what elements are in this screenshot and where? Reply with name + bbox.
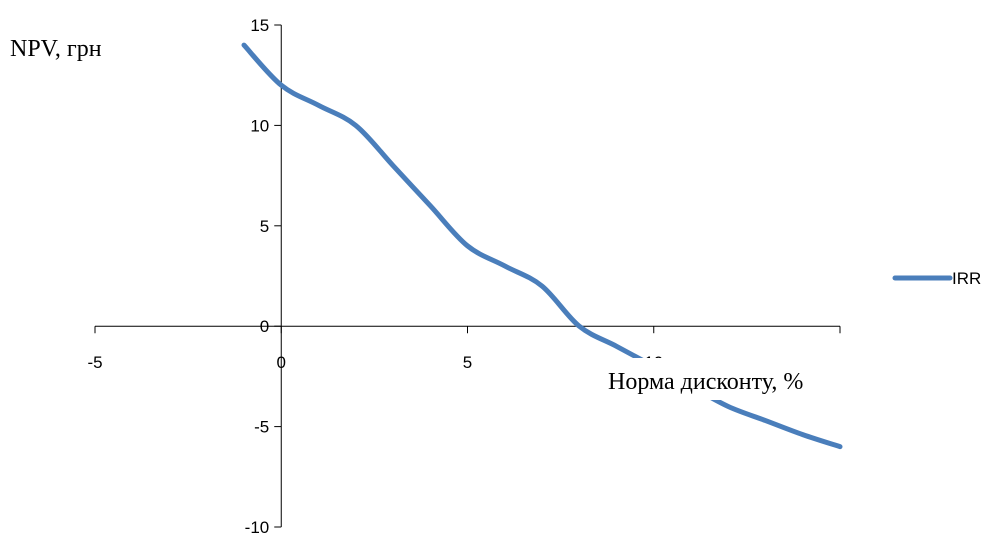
- x-axis-title-background: [586, 358, 886, 400]
- series-line-irr: [241, 42, 843, 450]
- y-axis-title: NPV, грн: [10, 36, 102, 62]
- x-tick-label: 5: [463, 353, 472, 372]
- y-tick-label: 15: [250, 16, 269, 35]
- y-tick-label: 10: [250, 116, 269, 135]
- y-ticks: -10 -5 0 5 10 15: [245, 16, 282, 536]
- series-layer: [241, 42, 843, 450]
- y-tick-label: -5: [254, 418, 269, 437]
- y-tick-label: 5: [260, 217, 269, 236]
- y-tick-label: 0: [260, 317, 269, 336]
- x-tick-label: 0: [277, 353, 286, 372]
- x-axis-title: Норма дисконту, %: [608, 369, 803, 395]
- y-tick-label: -10: [245, 518, 270, 536]
- legend-label-irr: IRR: [952, 269, 981, 288]
- legend: IRR: [892, 269, 981, 288]
- x-tick-label: -5: [87, 353, 102, 372]
- axes: [95, 25, 840, 527]
